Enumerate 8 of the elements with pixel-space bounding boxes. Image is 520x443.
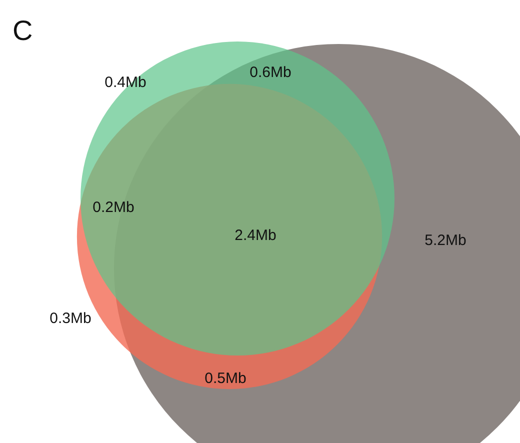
data-label: 0.4Mb [104, 74, 146, 91]
data-label: 2.4Mb [234, 227, 276, 244]
data-label: 0.3Mb [50, 310, 92, 327]
data-label: 0.2Mb [92, 199, 134, 216]
data-label: 5.2Mb [424, 232, 466, 249]
data-label: 0.5Mb [204, 370, 246, 387]
text: C [12, 15, 33, 46]
data-label: 0.6Mb [250, 64, 292, 81]
